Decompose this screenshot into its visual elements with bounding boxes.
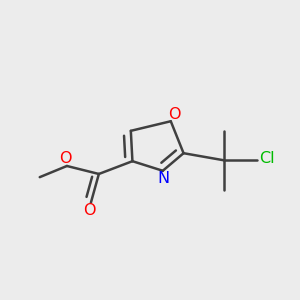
Text: Cl: Cl: [259, 151, 274, 166]
Text: N: N: [158, 171, 169, 186]
Text: O: O: [59, 151, 72, 166]
Text: O: O: [83, 203, 95, 218]
Text: O: O: [168, 107, 181, 122]
